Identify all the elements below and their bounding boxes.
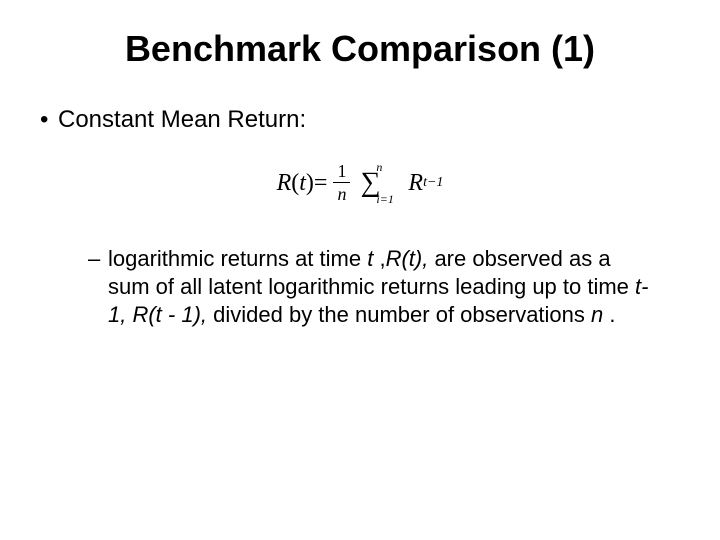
- fraction-numerator: 1: [333, 162, 350, 182]
- bullet-level-2: –logarithmic returns at time t ,R(t), ar…: [88, 245, 660, 329]
- formula-rhs-sub: t−1: [423, 176, 443, 190]
- bullet-dot: •: [40, 106, 58, 134]
- formula-rparen: ): [306, 171, 314, 195]
- bullet1-text: Constant Mean Return:: [58, 106, 306, 133]
- slide: Benchmark Comparison (1) •Constant Mean …: [0, 0, 720, 540]
- b2-rt: R(t),: [386, 246, 429, 271]
- slide-title: Benchmark Comparison (1): [40, 28, 680, 70]
- bullet2-text: logarithmic returns at time t ,R(t), are…: [108, 245, 656, 329]
- formula-equals: =: [314, 171, 328, 195]
- b2-mid2: divided by the number of observations: [207, 302, 591, 327]
- formula-lhs-R: R: [277, 171, 292, 195]
- b2-end: .: [609, 302, 615, 327]
- formula: R(t) = 1 n ∑ n i=1 Rt−1: [277, 162, 444, 203]
- formula-lhs-t: t: [299, 171, 306, 195]
- bullet-dash: –: [88, 245, 108, 273]
- formula-summation: ∑ n i=1: [360, 169, 380, 197]
- b2-t: t: [367, 246, 379, 271]
- fraction-denominator: n: [333, 182, 350, 203]
- formula-fraction: 1 n: [333, 162, 350, 203]
- formula-container: R(t) = 1 n ∑ n i=1 Rt−1: [40, 162, 680, 203]
- formula-rhs-R: R: [408, 171, 423, 195]
- bullet-level-1: •Constant Mean Return:: [40, 106, 680, 134]
- b2-n: n: [591, 302, 609, 327]
- sum-lower: i=1: [376, 193, 393, 205]
- formula-lparen: (: [291, 171, 299, 195]
- b2-pre: logarithmic returns at time: [108, 246, 367, 271]
- sum-upper: n: [376, 161, 382, 173]
